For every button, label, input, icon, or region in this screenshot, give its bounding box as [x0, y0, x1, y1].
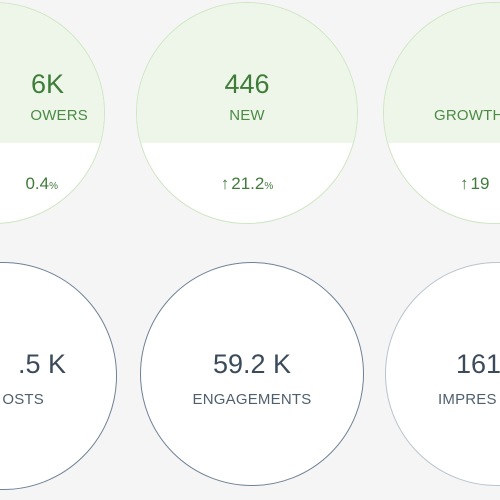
card-top-fill: [384, 3, 500, 143]
followers-stat-card: 6K OWERS 0.4%: [0, 2, 105, 224]
engagements-label: ENGAGEMENTS: [192, 391, 312, 408]
growth-change: ↑ 19: [384, 174, 500, 194]
followers-change-value: 0.4: [25, 174, 50, 193]
followers-label: OWERS: [30, 107, 88, 124]
followers-value: 6K: [30, 69, 64, 99]
growth-change-value: 19: [470, 174, 490, 193]
impressions-stat-card: 161 IMPRES: [385, 262, 500, 486]
arrow-up-icon: ↑: [460, 174, 469, 193]
followers-change: 0.4%: [0, 174, 104, 197]
posts-stat-card: .5 K OSTS: [0, 262, 117, 490]
followers-change-unit: %: [49, 181, 58, 192]
card-top-fill: [0, 3, 104, 143]
engagements-stat-card: 59.2 K ENGAGEMENTS: [140, 262, 364, 486]
new-change: ↑ 21.2%: [137, 174, 357, 197]
impressions-label: IMPRES: [438, 391, 497, 408]
new-change-unit: %: [264, 181, 274, 192]
engagements-value: 59.2 K: [212, 349, 292, 379]
new-change-value: 21.2: [231, 174, 265, 193]
posts-value: .5 K: [17, 349, 66, 379]
impressions-value: 161: [456, 349, 500, 379]
growth-stat-card: 55 GROWTH ↑19: [383, 2, 500, 224]
card-top-fill: [137, 3, 357, 143]
new-stat-card: 446 NEW ↑ 21.2%: [136, 2, 358, 224]
growth-label: GROWTH: [434, 107, 500, 124]
arrow-up-icon: ↑: [220, 174, 230, 193]
new-value: 446: [224, 69, 270, 99]
posts-label: OSTS: [2, 391, 44, 408]
growth-value: 55: [384, 69, 500, 99]
new-label: NEW: [229, 107, 265, 124]
